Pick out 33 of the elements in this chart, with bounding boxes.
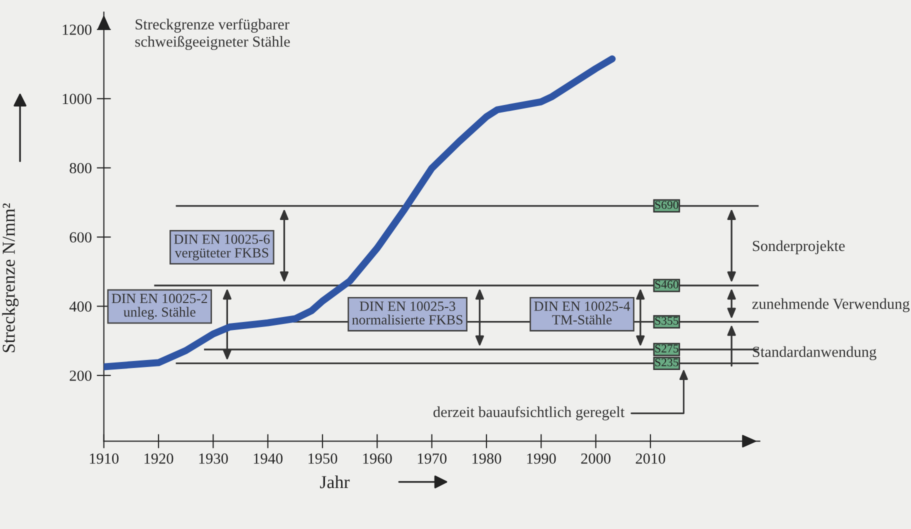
- text: Streckgrenze verfügbarer schweißgeeigneter Stähle: [135, 18, 290, 50]
- y-tick-label: 1000: [62, 94, 92, 104]
- annotation: DIN EN 10025-6 vergüteter FKBS: [174, 234, 270, 260]
- ref-line-label: S275: [655, 344, 678, 352]
- y-axis-title: Streckgrenze N/mm²: [2, 203, 19, 352]
- x-tick-label: 1960: [363, 453, 392, 464]
- annotation: DIN EN 10025-2 unleg. Stähle: [112, 294, 208, 320]
- annotation: DIN EN 10025-3 normalisierte FKBS: [352, 302, 462, 324]
- y-tick-label: 600: [70, 232, 92, 243]
- x-tick-label: 2000: [581, 453, 610, 464]
- x-axis-title: Jahr: [320, 476, 350, 488]
- annotation: zunehmende Verwendung: [752, 298, 910, 312]
- ref-line-label: S460: [655, 280, 678, 288]
- x-tick-label: 1950: [308, 453, 338, 464]
- y-tick-label: 400: [69, 301, 92, 312]
- y-tick-label: 1200: [62, 24, 92, 35]
- annotation: DIN EN 10025-4 TM-Stähle: [534, 302, 630, 324]
- x-tick-label: 2010: [636, 453, 666, 464]
- x-tick-label: 1970: [418, 453, 447, 464]
- annotation: Standardanwendung: [752, 346, 876, 360]
- x-tick-label: 1990: [527, 453, 556, 464]
- ref-line-label: S355: [655, 316, 678, 325]
- ref-line-label: S690: [655, 200, 678, 209]
- annotation: Sonderprojekte: [752, 240, 845, 254]
- y-tick-label: 800: [70, 163, 92, 174]
- x-tick-label: 1930: [199, 453, 228, 464]
- y-tick-label: 200: [70, 370, 92, 381]
- ref-line-label: S235: [655, 358, 678, 366]
- x-tick-label: 1940: [254, 453, 283, 464]
- annotation: derzeit bauaufsichtlich geregelt: [433, 406, 625, 420]
- x-tick-label: 1980: [472, 453, 502, 464]
- x-tick-label: 1920: [144, 453, 174, 464]
- x-tick-label: 1910: [90, 453, 119, 464]
